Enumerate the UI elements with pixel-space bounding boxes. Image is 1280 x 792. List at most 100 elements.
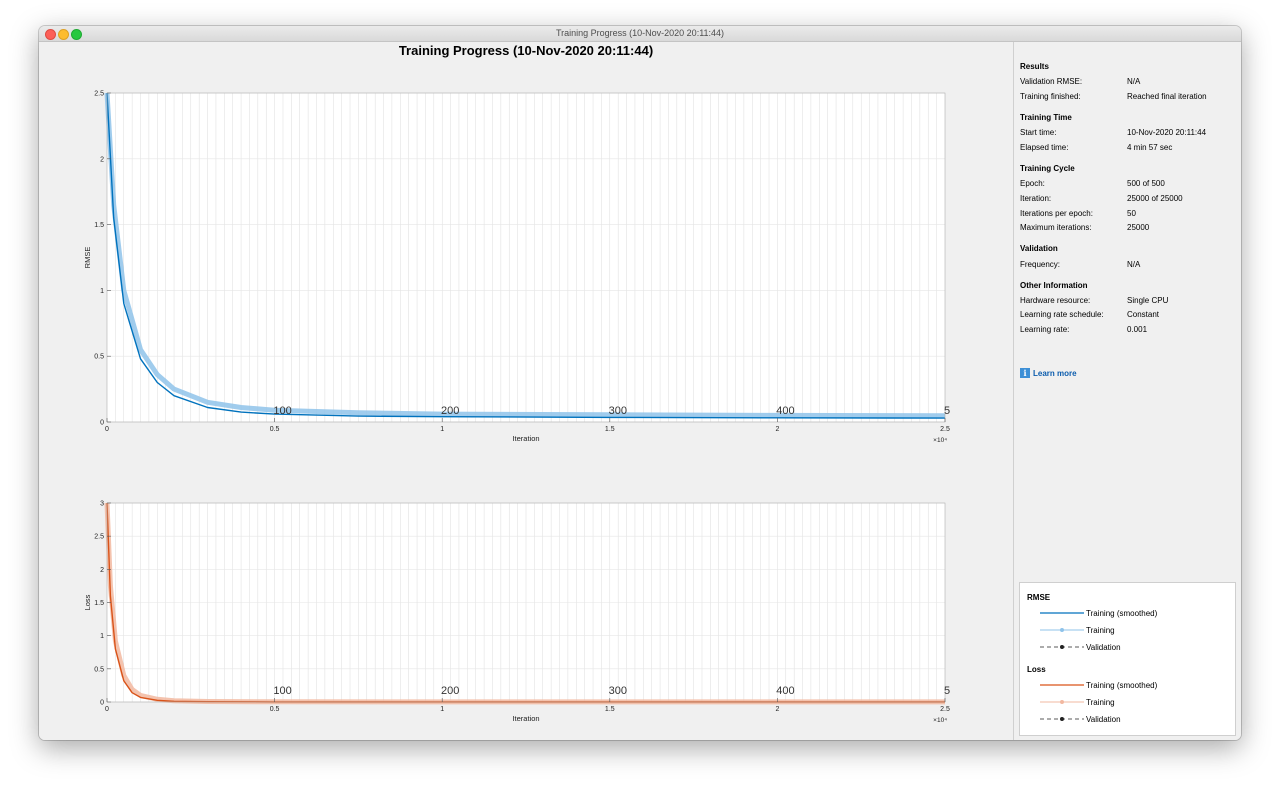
x-tick-label: 0.5 bbox=[270, 706, 280, 713]
x-tick-label: 2.5 bbox=[940, 426, 950, 433]
x-tick-label: 0 bbox=[105, 706, 109, 713]
info-label: Learning rate: bbox=[1020, 325, 1070, 334]
window-title: Training Progress (10-Nov-2020 20:11:44) bbox=[555, 28, 725, 38]
loss-plot: 0 0.5 1 1.5 2 2.5 3 0 0.5 1 1.5 2 2.5 ×10⁴ Iteration Lo… bbox=[83, 501, 950, 725]
epoch-label: 5 bbox=[944, 685, 950, 697]
y-tick-label: 2.5 bbox=[94, 91, 104, 98]
y-tick-label: 2.5 bbox=[94, 534, 104, 541]
section-title: Validation bbox=[1020, 244, 1058, 253]
info-value: 25000 of 25000 bbox=[1127, 194, 1183, 203]
info-value: N/A bbox=[1127, 77, 1141, 86]
legend-swatch bbox=[1040, 612, 1084, 614]
y-tick-label: 2 bbox=[100, 567, 104, 574]
section-title: Other Information bbox=[1020, 281, 1088, 290]
rmse-series-training-smoothed bbox=[106, 92, 946, 419]
section-title: Results bbox=[1020, 62, 1049, 71]
x-exponent-label: ×10⁴ bbox=[933, 437, 947, 444]
info-label: Maximum iterations: bbox=[1020, 223, 1092, 232]
info-label: Start time: bbox=[1020, 128, 1057, 137]
legend-entry: Training bbox=[1086, 698, 1115, 707]
legend-swatch bbox=[1040, 700, 1084, 704]
y-tick-label: 3 bbox=[100, 501, 104, 508]
epoch-label: 200 bbox=[441, 405, 459, 417]
section-title: Training Cycle bbox=[1020, 164, 1075, 173]
legend-entry: Training bbox=[1086, 626, 1115, 635]
figure-title: Training Progress (10-Nov-2020 20:11:44) bbox=[398, 43, 654, 58]
epoch-label: 200 bbox=[441, 685, 459, 697]
axes-box bbox=[106, 92, 946, 423]
legend-entry: Validation bbox=[1086, 715, 1121, 724]
x-tick-label: 0.5 bbox=[270, 426, 280, 433]
info-icon: i bbox=[1020, 368, 1030, 378]
x-tick-label: 1.5 bbox=[605, 426, 615, 433]
info-label: Learning rate schedule: bbox=[1020, 310, 1104, 319]
rmse-series-training bbox=[104, 92, 946, 419]
x-tick-label: 0 bbox=[105, 426, 109, 433]
rmse-plot: 0 0.5 1 1.5 2 2.5 0 0.5 1 1.5 2 2.5 ×10⁴ Iteration RMS… bbox=[83, 91, 950, 445]
plot-legend: RMSE Training (smoothed) Training Validatio… bbox=[1019, 582, 1236, 736]
legend-entry: Training (smoothed) bbox=[1086, 609, 1158, 618]
section-title: Training Time bbox=[1020, 113, 1072, 122]
y-axis-label: RMSE bbox=[83, 247, 92, 269]
info-label: Iteration: bbox=[1020, 194, 1052, 203]
title-bar[interactable]: Training Progress (10-Nov-2020 20:11:44) bbox=[39, 26, 1241, 42]
info-value: N/A bbox=[1127, 260, 1141, 269]
info-value: 10-Nov-2020 20:11:44 bbox=[1127, 128, 1207, 137]
y-tick-label: 0.5 bbox=[94, 666, 104, 673]
info-value: 500 of 500 bbox=[1127, 179, 1165, 188]
info-sidebar: i Learn more RMSE Training (smoothed) Trai… bbox=[1013, 42, 1241, 740]
legend-entry: Training (smoothed) bbox=[1086, 681, 1158, 690]
info-value: Constant bbox=[1127, 310, 1160, 319]
y-tick-label: 1 bbox=[100, 633, 104, 640]
epoch-label: 400 bbox=[776, 405, 794, 417]
y-tick-label: 0 bbox=[100, 420, 104, 427]
legend-swatch bbox=[1040, 684, 1084, 686]
epoch-label: 100 bbox=[273, 405, 291, 417]
training-plots: 0 0.5 1 1.5 2 2.5 0 0.5 1 1.5 2 2.5 ×10⁴ Iteration RMS… bbox=[83, 91, 950, 725]
info-label: Epoch: bbox=[1020, 179, 1045, 188]
y-tick-label: 0.5 bbox=[94, 354, 104, 361]
y-tick-label: 1.5 bbox=[94, 222, 104, 229]
info-label: Hardware resource: bbox=[1020, 296, 1091, 305]
learn-more-label: Learn more bbox=[1033, 368, 1077, 378]
info-label: Elapsed time: bbox=[1020, 143, 1069, 152]
info-label: Frequency: bbox=[1020, 260, 1061, 269]
learn-more-link[interactable]: i Learn more bbox=[1020, 368, 1077, 378]
epoch-label: 300 bbox=[609, 405, 627, 417]
close-window-button[interactable] bbox=[45, 29, 56, 40]
y-tick-label: 1.5 bbox=[94, 600, 104, 607]
epoch-label: 400 bbox=[776, 685, 794, 697]
info-value: 25000 bbox=[1127, 223, 1150, 232]
x-tick-label: 1 bbox=[440, 706, 444, 713]
x-axis-label: Iteration bbox=[512, 434, 539, 443]
x-exponent-label: ×10⁴ bbox=[933, 717, 947, 724]
x-tick-label: 2 bbox=[775, 426, 779, 433]
y-tick-label: 2 bbox=[100, 156, 104, 163]
y-axis-label: Loss bbox=[83, 594, 92, 610]
training-progress-window: Training Progress (10-Nov-2020 20:11:44)… bbox=[39, 26, 1241, 740]
info-value: 0.001 bbox=[1127, 325, 1148, 334]
legend-swatch bbox=[1040, 717, 1084, 721]
epoch-label: 5 bbox=[944, 405, 950, 417]
info-value: Reached final iteration bbox=[1127, 92, 1207, 101]
maximize-window-button[interactable] bbox=[71, 29, 82, 40]
x-tick-label: 2.5 bbox=[940, 706, 950, 713]
info-value: 4 min 57 sec bbox=[1127, 143, 1173, 152]
legend-swatch bbox=[1040, 645, 1084, 649]
epoch-lines bbox=[115, 93, 937, 422]
epoch-label: 300 bbox=[609, 685, 627, 697]
y-tick-label: 0 bbox=[100, 700, 104, 707]
y-tick-label: 1 bbox=[100, 288, 104, 295]
minimize-window-button[interactable] bbox=[58, 29, 69, 40]
legend-entry: Validation bbox=[1086, 643, 1121, 652]
x-axis-label: Iteration bbox=[512, 714, 539, 723]
legend-group-title: Loss bbox=[1027, 665, 1046, 674]
figure-area: Training Progress (10-Nov-2020 20:11:44)… bbox=[39, 42, 1013, 740]
x-tick-label: 1.5 bbox=[605, 706, 615, 713]
info-label: Training finished: bbox=[1020, 92, 1081, 101]
x-tick-label: 1 bbox=[440, 426, 444, 433]
x-tick-label: 2 bbox=[775, 706, 779, 713]
info-value: 50 bbox=[1127, 209, 1136, 218]
info-label: Validation RMSE: bbox=[1020, 77, 1083, 86]
info-label: Iterations per epoch: bbox=[1020, 209, 1093, 218]
